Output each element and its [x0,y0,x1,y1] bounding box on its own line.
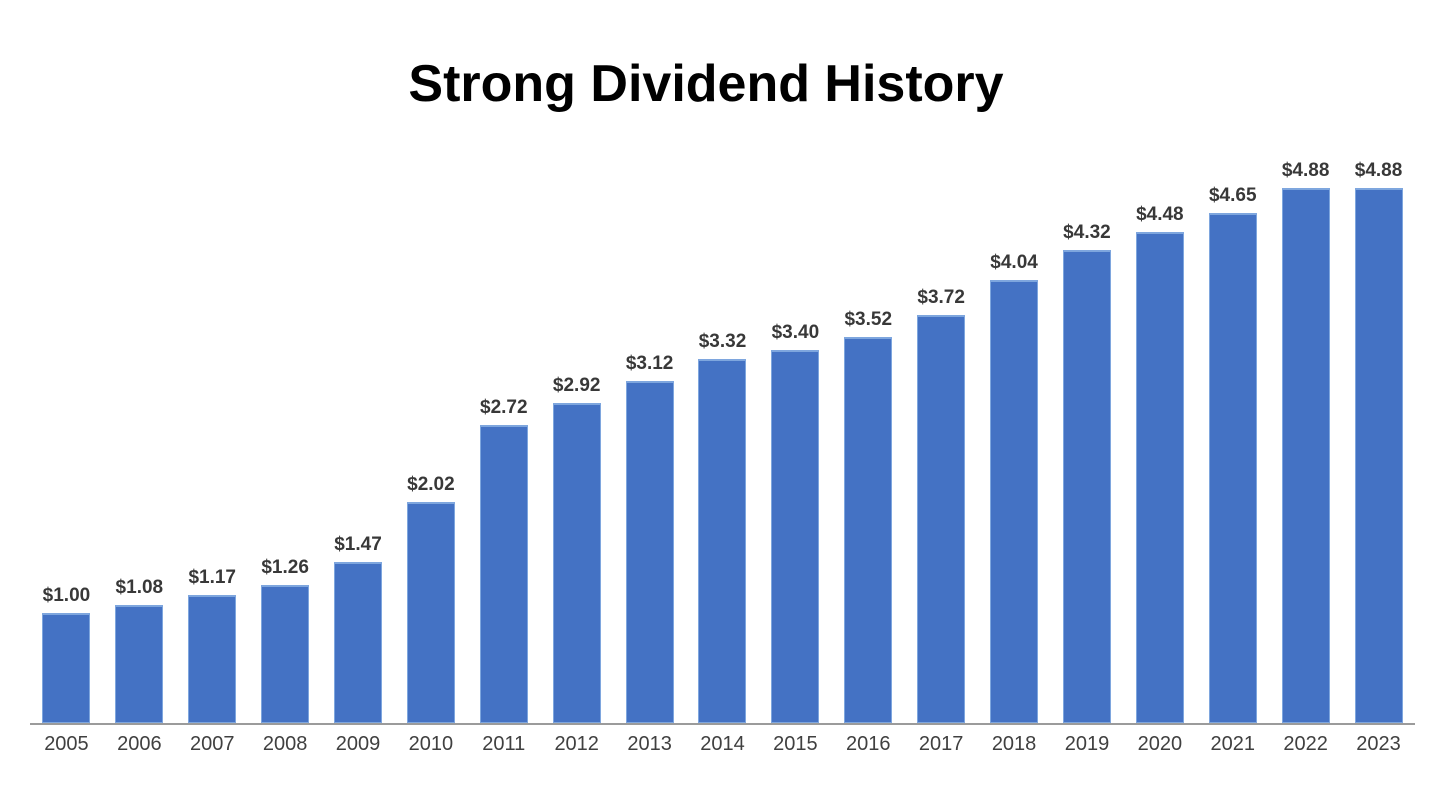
axis-tick-2009: 2009 [335,733,381,755]
bar-group-2011: $2.72 2011 [467,150,540,755]
axis-tick-2020: 2020 [1137,733,1183,755]
value-label-2007: $1.17 [188,567,236,588]
axis-tick-2005: 2005 [44,733,89,755]
value-label-2006: $1.08 [115,577,164,598]
axis-tick-2006: 2006 [117,733,162,755]
bar-group-2012: $2.92 2012 [540,150,613,755]
axis-tick-2021: 2021 [1210,733,1256,755]
bar-2013 [625,381,674,723]
bar-group-2022: $4.88 2022 [1269,150,1342,755]
value-label-2020: $4.48 [1136,204,1184,225]
bar-group-2021: $4.65 2021 [1196,150,1269,755]
bar-group-2018: $4.04 2018 [978,150,1051,755]
bar-2006 [115,605,164,723]
axis-tick-2015: 2015 [773,733,818,755]
bar-2016 [844,337,893,723]
bar-2015 [771,350,820,723]
bar-group-2017: $3.72 2017 [905,150,978,755]
bar-group-2015: $3.40 2015 [759,150,832,755]
bar-group-2016: $3.52 2016 [832,150,905,755]
value-label-2016: $3.52 [844,309,893,330]
bar-2014 [698,359,747,723]
value-label-2012: $2.92 [552,375,601,396]
bar-group-2007: $1.17 2007 [176,150,249,755]
bar-2020 [1135,232,1184,723]
axis-tick-2014: 2014 [700,733,745,755]
bar-group-2019: $4.32 2019 [1051,150,1124,755]
bar-group-2013: $3.12 2013 [613,150,686,755]
bar-2007 [188,595,237,723]
axis-tick-2008: 2008 [262,733,308,755]
bar-2019 [1062,250,1111,723]
bar-2008 [261,585,310,723]
axis-tick-2013: 2013 [627,733,672,755]
bar-2022 [1281,188,1330,723]
value-label-2014: $3.32 [698,331,747,352]
value-label-2018: $4.04 [990,252,1038,273]
bar-group-2006: $1.08 2006 [103,150,176,755]
axis-tick-2019: 2019 [1064,733,1110,755]
bar-group-2005: $1.00 2005 [30,150,103,755]
value-label-2009: $1.47 [334,534,382,555]
bar-2010 [406,502,455,723]
value-label-2013: $3.12 [625,353,674,374]
axis-tick-2012: 2012 [554,733,599,755]
bar-group-2008: $1.26 2008 [249,150,322,755]
bar-group-2023: $4.88 2023 [1342,150,1415,755]
bar-group-2010: $2.02 2010 [394,150,467,755]
axis-tick-2011: 2011 [482,733,526,755]
bar-group-2009: $1.47 2009 [322,150,395,755]
axis-tick-2017: 2017 [918,733,964,755]
value-label-2017: $3.72 [917,287,965,308]
axis-tick-2023: 2023 [1356,733,1401,755]
bar-2009 [334,562,383,723]
bar-2023 [1354,188,1403,723]
axis-tick-2016: 2016 [846,733,891,755]
axis-tick-2007: 2007 [189,733,235,755]
value-label-2022: $4.88 [1281,160,1330,181]
plot-area: $1.00 2005 $1.08 2006 $1.17 2007 $1.26 2008 $1.4… [30,150,1415,755]
value-label-2021: $4.65 [1208,185,1257,206]
bar-2018 [990,280,1039,723]
bar-2005 [42,613,91,723]
bar-group-2014: $3.32 2014 [686,150,759,755]
value-label-2011: $2.72 [480,397,528,418]
value-label-2023: $4.88 [1354,160,1403,181]
bar-2021 [1208,213,1257,723]
axis-tick-2022: 2022 [1283,733,1328,755]
axis-tick-2010: 2010 [408,733,454,755]
axis-tick-2018: 2018 [991,733,1037,755]
chart-title: Strong Dividend History [408,55,1004,113]
value-label-2015: $3.40 [771,322,820,343]
bar-2017 [917,315,966,723]
value-label-2019: $4.32 [1063,222,1111,243]
bar-2012 [552,403,601,723]
value-label-2010: $2.02 [407,474,455,495]
value-label-2005: $1.00 [42,585,91,606]
bar-2011 [479,425,528,723]
value-label-2008: $1.26 [261,557,309,578]
bar-group-2020: $4.48 2020 [1123,150,1196,755]
